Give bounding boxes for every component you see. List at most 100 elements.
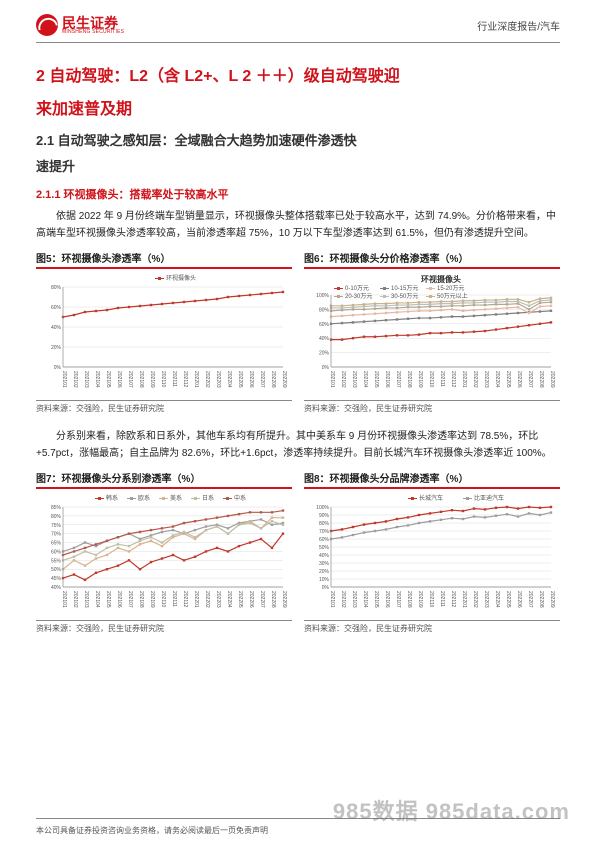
svg-text:202107: 202107: [127, 371, 133, 388]
header-category: 行业深度报告/汽车: [477, 18, 560, 33]
svg-text:202202: 202202: [472, 591, 478, 608]
subsubsection-title: 2.1.1 环视摄像头：搭载率处于较高水平: [36, 186, 560, 202]
svg-text:202110: 202110: [428, 371, 434, 388]
svg-text:202106: 202106: [116, 371, 122, 388]
svg-text:202106: 202106: [384, 371, 390, 388]
svg-text:202206: 202206: [248, 591, 254, 608]
svg-text:202110: 202110: [160, 591, 166, 608]
svg-text:202207: 202207: [259, 591, 265, 608]
svg-text:60%: 60%: [319, 322, 330, 328]
svg-text:日系: 日系: [202, 494, 214, 502]
svg-text:202103: 202103: [83, 591, 89, 608]
svg-text:202112: 202112: [182, 591, 188, 608]
paragraph-2: 分系别来看，除欧系和日系外，其他车系均有所提升。其中美系车 9 月份环视摄像头渗…: [36, 428, 560, 462]
svg-text:欧系: 欧系: [138, 494, 150, 502]
svg-text:202108: 202108: [138, 591, 144, 608]
svg-text:202206: 202206: [516, 371, 522, 388]
svg-text:20%: 20%: [319, 569, 330, 575]
svg-text:0%: 0%: [322, 585, 330, 591]
svg-text:202208: 202208: [538, 371, 544, 388]
svg-text:20%: 20%: [51, 345, 62, 351]
fig7-title: 图7：环视摄像头分系别渗透率（%）: [36, 470, 292, 489]
svg-text:202103: 202103: [351, 591, 357, 608]
svg-text:40%: 40%: [51, 325, 62, 331]
svg-text:202205: 202205: [237, 591, 243, 608]
svg-text:65%: 65%: [51, 541, 62, 547]
fig8-title: 图8：环视摄像头分品牌渗透率（%）: [304, 470, 560, 489]
svg-text:90%: 90%: [319, 513, 330, 519]
figure-row-1: 图5：环视摄像头渗透率（%） 0%20%40%60%80%20210120210…: [36, 250, 560, 414]
svg-text:45%: 45%: [51, 576, 62, 582]
svg-text:202109: 202109: [417, 371, 423, 388]
svg-text:202101: 202101: [329, 371, 335, 388]
svg-text:环视摄像头: 环视摄像头: [421, 274, 461, 284]
svg-text:202201: 202201: [461, 371, 467, 388]
svg-text:202102: 202102: [72, 371, 78, 388]
svg-text:202111: 202111: [171, 591, 177, 607]
svg-text:20%: 20%: [319, 351, 330, 357]
svg-text:202111: 202111: [439, 591, 445, 607]
svg-text:比亚迪汽车: 比亚迪汽车: [474, 494, 504, 502]
logo-en: MINSHENG SECURITIES: [62, 30, 124, 35]
svg-text:202110: 202110: [160, 371, 166, 388]
svg-text:202204: 202204: [494, 371, 500, 388]
svg-text:60%: 60%: [51, 305, 62, 311]
svg-text:202101: 202101: [329, 591, 335, 608]
fig6-source: 资料来源：交强险，民生证券研究院: [304, 400, 560, 414]
svg-text:202101: 202101: [61, 591, 67, 608]
subsection-title-line1: 2.1 自动驾驶之感知层：全域融合大趋势加速硬件渗透快: [36, 129, 560, 154]
svg-text:202209: 202209: [549, 591, 555, 608]
svg-text:202206: 202206: [516, 591, 522, 608]
svg-text:202204: 202204: [494, 591, 500, 608]
page-header: 民生证券 MINSHENG SECURITIES 行业深度报告/汽车: [36, 0, 560, 43]
svg-text:75%: 75%: [51, 523, 62, 529]
svg-text:中系: 中系: [234, 494, 246, 502]
svg-text:韩系: 韩系: [106, 494, 118, 502]
svg-text:202202: 202202: [204, 591, 210, 608]
svg-text:202108: 202108: [406, 591, 412, 608]
svg-text:202112: 202112: [182, 371, 188, 388]
logo-icon: [36, 14, 58, 36]
svg-text:50%: 50%: [319, 545, 330, 551]
svg-text:202106: 202106: [384, 591, 390, 608]
svg-text:202104: 202104: [362, 371, 368, 388]
svg-text:202203: 202203: [483, 591, 489, 608]
svg-text:202204: 202204: [226, 591, 232, 608]
svg-text:202203: 202203: [215, 591, 221, 608]
svg-text:202112: 202112: [450, 371, 456, 388]
svg-text:60%: 60%: [319, 537, 330, 543]
fig7-chart: 40%45%50%55%60%65%70%75%80%85%2021012021…: [36, 493, 292, 613]
svg-text:80%: 80%: [51, 285, 62, 291]
svg-text:50万元以上: 50万元以上: [437, 292, 468, 300]
svg-text:85%: 85%: [51, 505, 62, 511]
svg-text:202102: 202102: [340, 371, 346, 388]
svg-text:202111: 202111: [439, 371, 445, 387]
footer-text: 本公司具备证券投资咨询业务资格，请务必阅读最后一页免责声明: [36, 826, 268, 835]
svg-text:长城汽车: 长城汽车: [419, 494, 443, 502]
svg-text:60%: 60%: [51, 549, 62, 555]
svg-text:202205: 202205: [237, 371, 243, 388]
svg-text:202112: 202112: [450, 591, 456, 608]
svg-text:202108: 202108: [406, 371, 412, 388]
svg-text:202102: 202102: [340, 591, 346, 608]
svg-text:70%: 70%: [319, 529, 330, 535]
svg-text:202209: 202209: [281, 591, 287, 608]
svg-text:202103: 202103: [351, 371, 357, 388]
fig6-title: 图6：环视摄像头分价格渗透率（%）: [304, 250, 560, 269]
svg-text:30-50万元: 30-50万元: [391, 293, 418, 300]
svg-text:10%: 10%: [319, 577, 330, 583]
figure-row-2: 图7：环视摄像头分系别渗透率（%） 40%45%50%55%60%65%70%7…: [36, 470, 560, 634]
svg-text:202202: 202202: [204, 371, 210, 388]
svg-text:30%: 30%: [319, 561, 330, 567]
svg-text:40%: 40%: [319, 336, 330, 342]
svg-text:202209: 202209: [549, 371, 555, 388]
svg-text:202107: 202107: [395, 371, 401, 388]
svg-text:202202: 202202: [472, 371, 478, 388]
svg-text:202111: 202111: [171, 371, 177, 387]
svg-text:202102: 202102: [72, 591, 78, 608]
svg-text:202201: 202201: [461, 591, 467, 608]
svg-text:40%: 40%: [319, 553, 330, 559]
svg-text:202104: 202104: [94, 591, 100, 608]
svg-text:20-30万元: 20-30万元: [345, 293, 372, 300]
subsection-title-line2: 速提升: [36, 155, 560, 180]
